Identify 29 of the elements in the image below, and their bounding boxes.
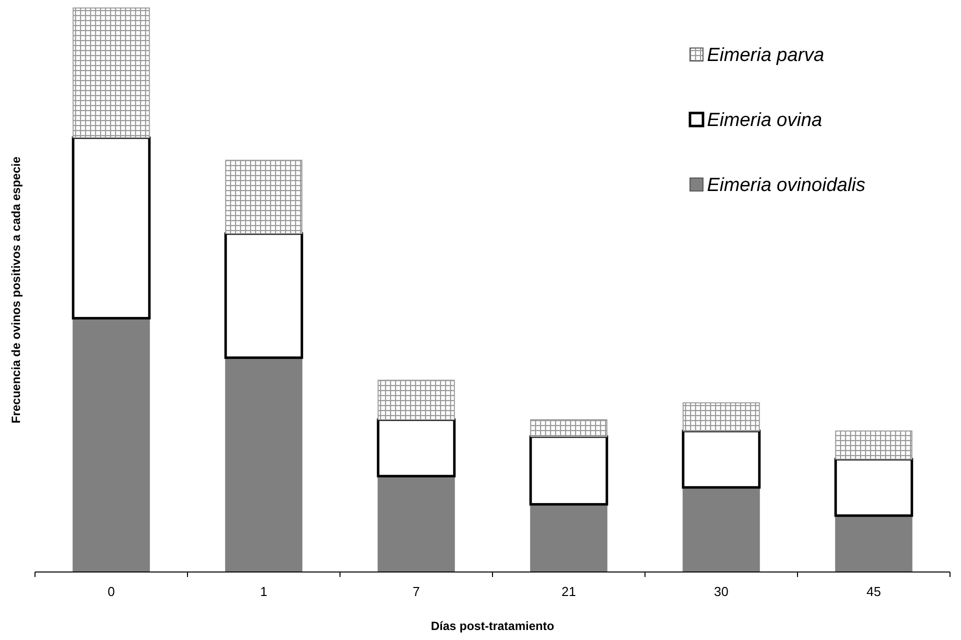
bar [72,8,150,138]
bar [530,419,608,438]
bar [682,486,760,572]
bar [835,515,912,572]
x-tick-label: 7 [412,584,420,599]
bar [529,435,608,506]
bar [835,430,912,460]
bar [378,476,455,572]
legend-label: Eimeria ovina [707,110,822,131]
bar [834,458,914,517]
bar [72,136,151,320]
legend-label: Eimeria ovinoidalis [707,175,866,196]
x-tick-label: 21 [562,584,576,599]
x-tick-label: 1 [260,584,268,599]
legend-label: Eimeria parva [707,45,824,66]
bar [378,380,455,420]
x-tick-label: 45 [866,584,881,599]
x-tick-label: 0 [108,584,115,599]
bar [225,160,302,234]
x-axis-title: Días post-tratamiento [430,619,554,633]
bar [72,318,150,572]
bar [530,504,608,572]
bar [376,418,456,478]
x-tick-label: 30 [714,584,728,599]
bar [682,430,761,489]
bar [224,232,304,359]
bar [682,402,760,432]
y-axis-title: Frecuencia de ovinos positivos a cada especie [9,156,23,424]
bar [225,357,302,572]
